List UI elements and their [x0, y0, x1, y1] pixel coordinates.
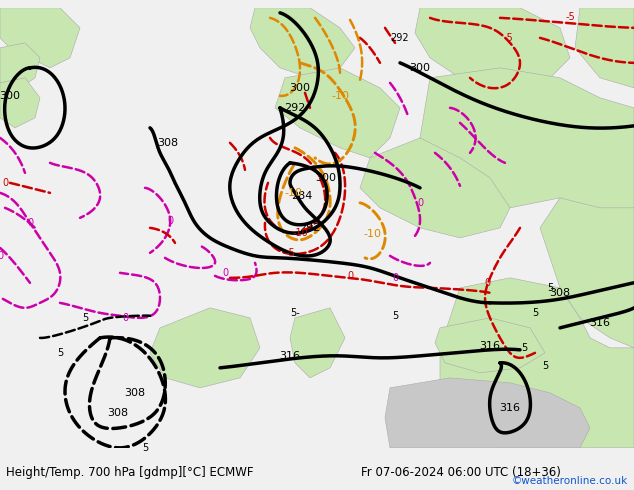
Text: 308: 308	[157, 138, 179, 148]
Text: 284: 284	[291, 191, 313, 201]
Text: 5: 5	[547, 283, 553, 293]
Text: 0: 0	[27, 218, 33, 228]
Text: 300: 300	[316, 173, 337, 183]
Text: -5: -5	[285, 248, 295, 258]
Polygon shape	[150, 308, 260, 388]
Text: 5: 5	[542, 361, 548, 371]
Text: 0: 0	[122, 313, 128, 323]
Text: 5: 5	[142, 443, 148, 453]
Text: 5: 5	[532, 308, 538, 318]
Polygon shape	[250, 8, 355, 78]
Text: -5: -5	[565, 12, 575, 22]
Polygon shape	[0, 78, 40, 128]
Text: 316: 316	[500, 403, 521, 413]
Text: 300: 300	[290, 83, 311, 93]
Polygon shape	[360, 138, 510, 238]
Text: 316: 316	[280, 351, 301, 361]
Text: 0: 0	[0, 251, 3, 261]
Text: Fr 07-06-2024 06:00 UTC (18+36): Fr 07-06-2024 06:00 UTC (18+36)	[361, 466, 561, 479]
Text: 316: 316	[479, 341, 500, 351]
Polygon shape	[440, 278, 634, 448]
Text: 5-: 5-	[290, 308, 300, 318]
Text: 308: 308	[550, 288, 571, 298]
Text: 292: 292	[284, 103, 306, 113]
Polygon shape	[540, 198, 634, 348]
Text: 0: 0	[2, 178, 8, 188]
Text: 292: 292	[299, 223, 321, 233]
Text: 5: 5	[57, 348, 63, 358]
Text: -10: -10	[292, 228, 308, 238]
Text: 292: 292	[391, 33, 410, 43]
Text: 308: 308	[124, 388, 146, 398]
Polygon shape	[290, 308, 345, 378]
Text: Height/Temp. 700 hPa [gdmp][°C] ECMWF: Height/Temp. 700 hPa [gdmp][°C] ECMWF	[6, 466, 254, 479]
Polygon shape	[575, 8, 634, 88]
Text: 5: 5	[521, 343, 527, 353]
Text: -5: -5	[503, 33, 513, 43]
Polygon shape	[420, 68, 634, 218]
Text: 5: 5	[82, 313, 88, 323]
Text: -10: -10	[331, 91, 349, 101]
Text: 0: 0	[167, 216, 173, 226]
Polygon shape	[385, 378, 590, 448]
Text: 308: 308	[107, 408, 129, 418]
Text: 0: 0	[222, 268, 228, 278]
Text: -10: -10	[284, 188, 302, 198]
Text: 300: 300	[410, 63, 430, 73]
Polygon shape	[415, 8, 570, 88]
Text: 0: 0	[484, 278, 490, 288]
Text: 316: 316	[590, 318, 611, 328]
Text: 5: 5	[392, 311, 398, 321]
Polygon shape	[0, 8, 80, 68]
Text: -10: -10	[363, 229, 381, 239]
Polygon shape	[0, 43, 40, 88]
Text: ©weatheronline.co.uk: ©weatheronline.co.uk	[512, 476, 628, 486]
Polygon shape	[435, 318, 545, 373]
Text: 0: 0	[392, 273, 398, 283]
Polygon shape	[275, 68, 400, 158]
Text: 0: 0	[347, 271, 353, 281]
Text: 0: 0	[417, 198, 423, 208]
Text: 300: 300	[0, 91, 20, 101]
